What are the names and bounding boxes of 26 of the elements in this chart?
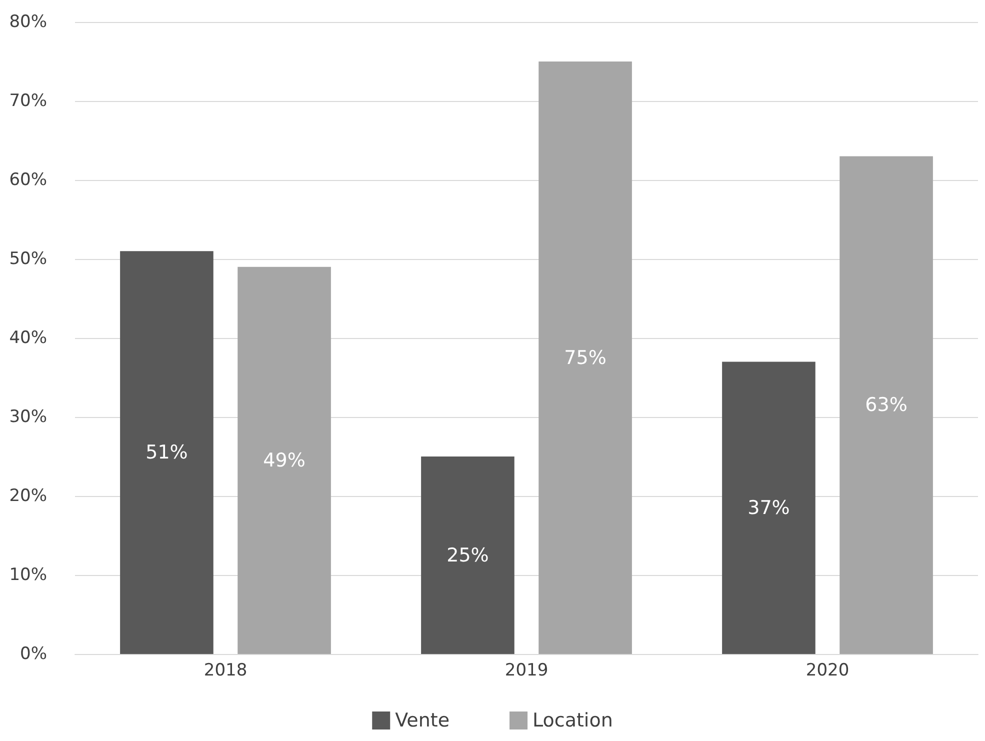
bar	[538, 62, 632, 654]
y-tick-label: 0%	[20, 644, 47, 664]
data-label: 51%	[146, 442, 188, 464]
bar	[840, 156, 933, 654]
bar	[238, 266, 331, 654]
y-tick-label: 20%	[9, 486, 47, 506]
x-tick-label: 2020	[806, 660, 850, 680]
y-tick-label: 80%	[9, 12, 47, 32]
data-label: 49%	[263, 449, 306, 472]
y-tick-label: 10%	[9, 565, 47, 585]
y-tick-label: 30%	[9, 407, 47, 427]
data-label: 25%	[446, 544, 489, 566]
x-tick-label: 2019	[504, 660, 548, 680]
bar	[120, 251, 214, 654]
y-tick-label: 70%	[9, 91, 47, 111]
legend-label: Location	[532, 710, 613, 732]
x-tick-label: 2018	[204, 660, 248, 680]
data-label: 37%	[748, 496, 790, 519]
data-label: 75%	[564, 346, 606, 369]
bar	[722, 362, 816, 654]
y-tick-label: 60%	[9, 170, 47, 190]
legend-label: Vente	[395, 710, 450, 732]
bar	[421, 456, 514, 654]
y-tick-label: 50%	[9, 249, 47, 269]
y-tick-label: 40%	[9, 328, 47, 348]
data-label: 63%	[865, 394, 908, 416]
